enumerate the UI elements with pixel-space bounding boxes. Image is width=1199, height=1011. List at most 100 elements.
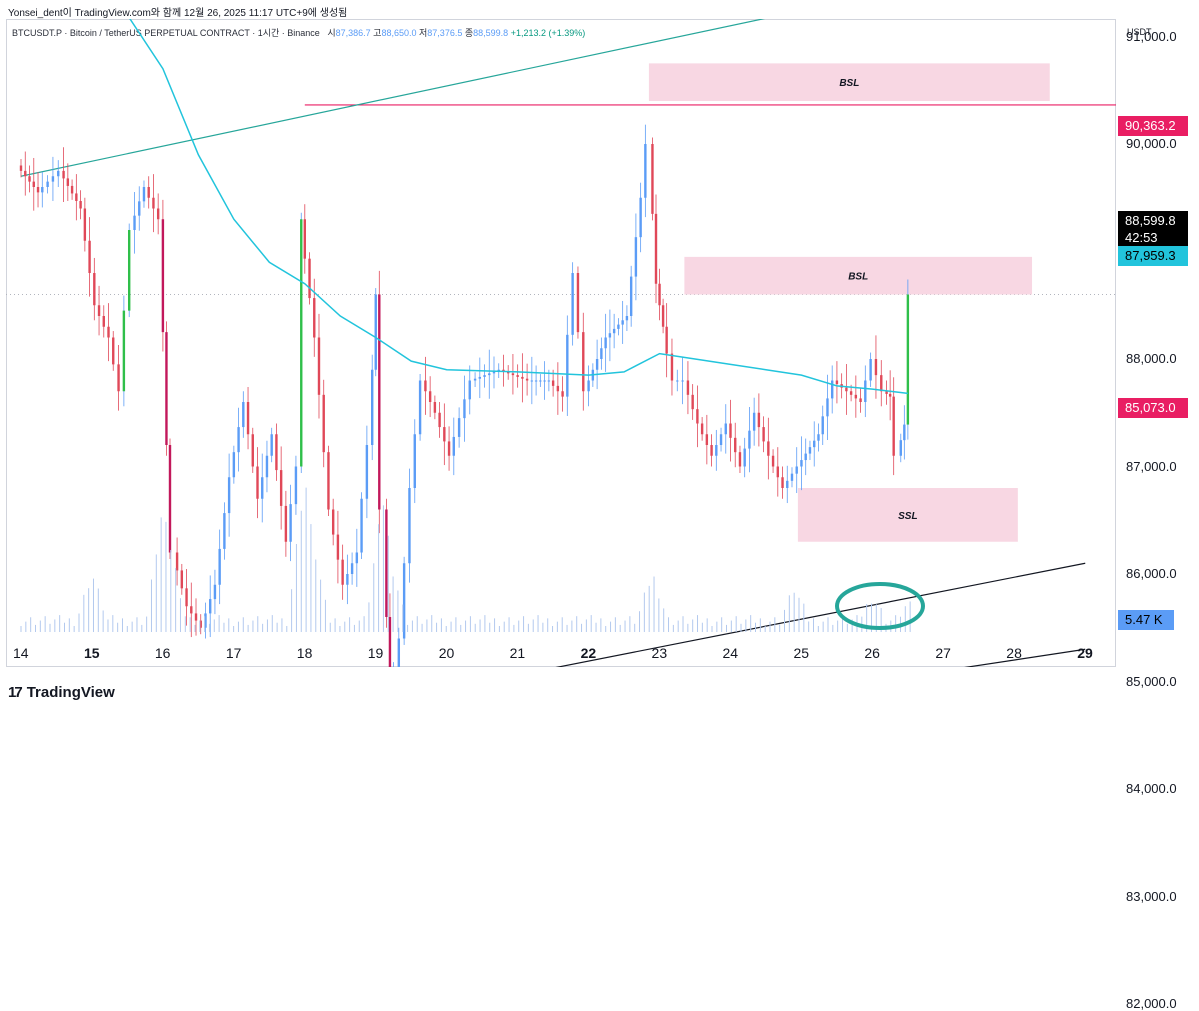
candle-body [665,326,668,354]
candle-body [757,412,761,428]
ohlc-low: 87,376.5 [427,28,463,38]
brand-name: TradingView [26,684,115,701]
candle-body [715,445,718,456]
candle-body [133,215,136,230]
candle-body [289,504,292,542]
candle-body [32,181,35,187]
candle-body [468,380,471,400]
candle-body [644,144,647,198]
candle-body [360,498,363,553]
ohlc-low-label: 저 [419,28,428,38]
candle-body [691,394,694,410]
candle-body [75,193,78,201]
candle-body [374,294,377,370]
candle-body [511,373,515,376]
price-tick-label: 86,000.0 [1126,566,1177,581]
candle-body [232,452,236,478]
ohlc-high-label: 고 [373,28,382,38]
candle-body [161,219,165,333]
candle-body [849,391,853,395]
candle-body [156,208,160,220]
candle-body [147,187,150,198]
candle-body [734,437,737,453]
candle-body [767,441,770,456]
candle-body [424,380,427,392]
candle-body [138,201,141,216]
candle-body [859,398,862,402]
candle-body [355,552,359,564]
date-tick-label: 23 [651,645,668,661]
candle-body [617,324,620,329]
candle-body [762,427,765,442]
candle-body [317,337,321,395]
candle-body [397,638,401,667]
candle-body [700,423,704,435]
candle-body [817,434,820,441]
candle-body [237,427,240,453]
candle-body [835,380,839,385]
candle-body [676,380,679,382]
price-chart[interactable]: BSLBSLSSLSSL [6,19,1116,667]
candle-body [112,337,115,365]
candle-body [438,412,441,428]
candle-body [209,599,212,614]
date-tick-label: 27 [935,645,951,661]
candle-body [365,445,369,499]
candle-body [62,170,65,179]
candle-body [800,460,803,467]
date-tick-label: 15 [83,645,100,661]
candle-body [892,396,895,456]
candle-body [117,364,120,392]
countdown-tag: 42:53 [1118,228,1188,248]
candle-body [521,376,524,379]
attribution: Yonsei_dent이 TradingView.com와 함께 12월 26,… [8,8,348,19]
candle-body [696,409,699,424]
candle-body [748,430,751,449]
candle-body [738,452,742,467]
candle-body [903,424,906,441]
candle-body [303,219,306,259]
candle-body [57,170,60,177]
candle-body [185,588,188,607]
candle-body [473,378,477,381]
candle-body [781,477,784,488]
price-tick-label: 91,000.0 [1126,28,1177,44]
candle-body [300,219,303,467]
candle-body [710,445,713,456]
candle-body [595,359,599,370]
candle-body [576,273,580,333]
candle-body [223,513,226,549]
price-tick-label: 88,000.0 [1126,351,1177,366]
candle-body [199,620,202,628]
candle-body [36,187,40,193]
candle-body [771,455,775,467]
candle-body [906,294,910,425]
candle-body [566,334,569,397]
ohlc-high: 88,650.0 [381,28,417,38]
candle-body [719,434,723,445]
candle-body [242,402,245,428]
tradingview-brand: 17 TradingView [8,684,115,701]
price-change: +1,213.2 (+1.39%) [510,28,586,38]
candle-body [604,337,607,349]
candle-body [275,434,278,471]
symbol-name[interactable]: BTCUSDT.P · Bitcoin / TetherUS PERPETUAL… [12,28,320,38]
level-tag-bottom: 85,073.0 [1118,398,1188,418]
candle-body [651,144,654,214]
current-price-tag: 88,599.8 [1118,211,1188,231]
date-tick-label: 17 [225,645,242,661]
candle-body [686,380,690,395]
candle-body [621,320,624,325]
candle-body [534,380,538,382]
candle-body [539,380,542,382]
liquidity-zone [797,488,1018,542]
volume-value-tag: 5.47 K [1118,610,1174,630]
candle-body [46,181,49,187]
candle-body [874,359,878,376]
candle-body [168,445,172,553]
ohlc-open: 87,386.7 [335,28,371,38]
candle-body [880,375,883,392]
candle-body [378,294,381,510]
candle-body [826,398,829,417]
level-tag-top: 90,363.2 [1118,116,1188,136]
